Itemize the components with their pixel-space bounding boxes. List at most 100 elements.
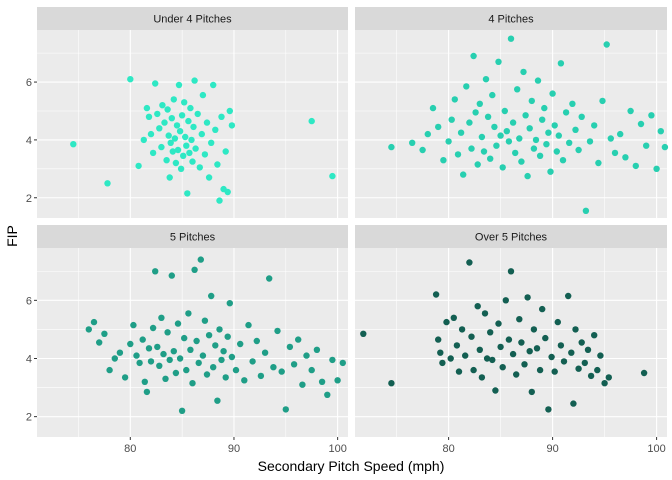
data-point <box>161 119 168 126</box>
data-point <box>601 380 608 387</box>
data-point <box>578 339 585 346</box>
data-point <box>661 143 669 151</box>
data-point <box>474 303 481 310</box>
data-point <box>460 171 467 178</box>
data-point <box>286 343 294 351</box>
data-point <box>542 334 549 342</box>
data-point <box>657 128 664 135</box>
data-point <box>462 352 469 359</box>
data-point <box>627 107 634 115</box>
x-tick-label: 90 <box>546 443 558 455</box>
points-5-pitches <box>85 256 346 414</box>
data-point <box>216 197 223 204</box>
data-point <box>575 365 582 372</box>
data-point <box>245 321 252 329</box>
data-point <box>149 324 157 332</box>
data-point <box>135 162 142 170</box>
data-point <box>170 348 177 355</box>
data-point <box>549 90 556 97</box>
data-point <box>329 356 336 364</box>
data-point <box>195 359 202 367</box>
data-point <box>468 333 475 340</box>
data-point <box>528 388 535 396</box>
data-point <box>274 327 281 335</box>
data-point <box>539 305 546 313</box>
data-point <box>172 159 180 167</box>
data-point <box>182 133 189 141</box>
data-point <box>232 366 240 374</box>
data-point <box>189 158 196 165</box>
data-point <box>476 100 483 108</box>
data-point <box>218 113 225 121</box>
data-point <box>141 378 148 385</box>
data-point <box>509 119 517 126</box>
data-point <box>261 349 269 356</box>
data-point <box>637 120 645 128</box>
data-point <box>533 345 541 352</box>
facet-strip-over-5-pitches <box>355 225 667 248</box>
panel-background <box>37 248 348 437</box>
data-point <box>178 112 186 119</box>
data-point <box>424 130 431 138</box>
data-point <box>201 317 209 324</box>
data-point <box>528 97 535 105</box>
data-point <box>334 377 341 384</box>
data-point <box>495 320 502 327</box>
data-point <box>210 364 217 371</box>
data-point <box>607 135 614 142</box>
data-point <box>632 162 639 170</box>
data-point <box>458 326 466 333</box>
data-point <box>210 81 217 89</box>
data-point <box>185 310 192 317</box>
axes: 2 4 6 2 4 6 80 90 100 80 90 100 <box>26 77 666 455</box>
data-point <box>165 132 172 139</box>
data-point <box>308 117 315 125</box>
data-point <box>440 157 447 164</box>
data-point <box>497 343 504 351</box>
data-point <box>168 115 175 122</box>
data-point <box>547 168 554 175</box>
data-point <box>164 329 171 336</box>
data-point <box>181 99 188 106</box>
data-point <box>339 359 346 367</box>
data-point <box>575 146 582 154</box>
data-point <box>603 41 610 48</box>
data-point <box>617 130 624 138</box>
data-point <box>127 340 134 348</box>
data-point <box>493 142 500 149</box>
data-point <box>503 128 510 135</box>
data-point <box>303 352 310 359</box>
y-tick-label: 6 <box>26 295 32 307</box>
data-point <box>111 355 119 362</box>
data-point <box>447 355 454 362</box>
data-point <box>507 35 515 42</box>
data-point <box>149 149 157 157</box>
data-point <box>127 76 134 83</box>
data-point <box>266 275 273 282</box>
data-point <box>228 353 236 361</box>
data-point <box>545 129 552 136</box>
data-point <box>166 174 173 181</box>
points-4-pitches <box>388 35 669 214</box>
data-point <box>599 97 606 105</box>
data-point <box>170 96 177 103</box>
x-tick-label: 100 <box>647 443 665 455</box>
data-point <box>205 332 213 339</box>
data-point <box>159 102 166 109</box>
data-point <box>270 364 277 371</box>
data-point <box>551 368 558 375</box>
data-point <box>154 343 161 351</box>
data-point <box>169 148 176 155</box>
y-tick-label: 2 <box>26 412 32 424</box>
data-point <box>173 122 181 129</box>
data-point <box>224 333 231 340</box>
data-point <box>435 123 442 131</box>
data-point <box>557 60 565 67</box>
data-point <box>454 151 462 158</box>
data-point <box>501 107 508 115</box>
data-point <box>189 380 196 387</box>
data-point <box>188 136 195 144</box>
data-point <box>572 326 579 333</box>
facet-strip-4-pitches <box>355 7 667 30</box>
data-point <box>478 374 486 381</box>
